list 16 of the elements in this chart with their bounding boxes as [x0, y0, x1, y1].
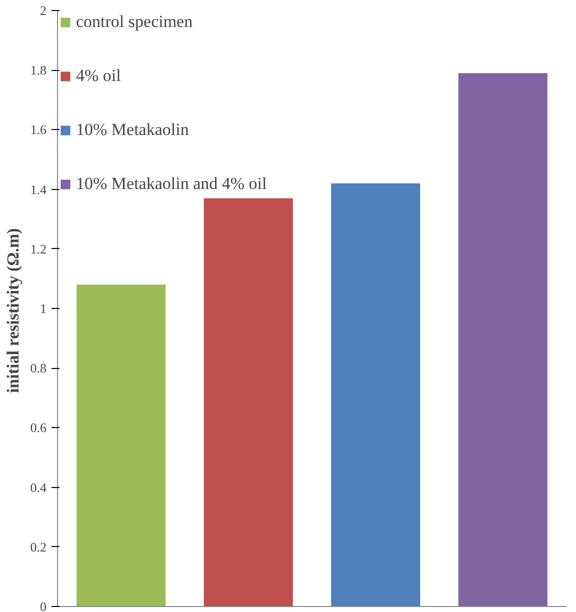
y-tick-label: 1: [40, 301, 46, 316]
y-tick-label: 0.6: [30, 420, 47, 436]
legend-label: 4% oil: [76, 66, 121, 86]
y-tick-label: 0.8: [30, 360, 46, 376]
legend-label: control specimen: [76, 12, 193, 32]
legend-label: 10% Metakaolin and 4% oil: [76, 174, 267, 194]
y-tick-label: 2: [40, 3, 46, 18]
y-tick-label: 1.6: [30, 122, 47, 138]
y-tick-label: 1.2: [30, 241, 46, 256]
y-tick-label: 0.2: [30, 539, 46, 554]
y-axis-title: initial resistivity (Ω.m): [3, 228, 22, 394]
y-tick-label: 1.8: [30, 62, 46, 78]
y-tick-label: 0.4: [30, 480, 47, 495]
legend-label: 10% Metakaolin: [76, 120, 189, 140]
y-tick-label: 0: [40, 599, 46, 612]
y-tick-label: 1.4: [30, 182, 47, 197]
